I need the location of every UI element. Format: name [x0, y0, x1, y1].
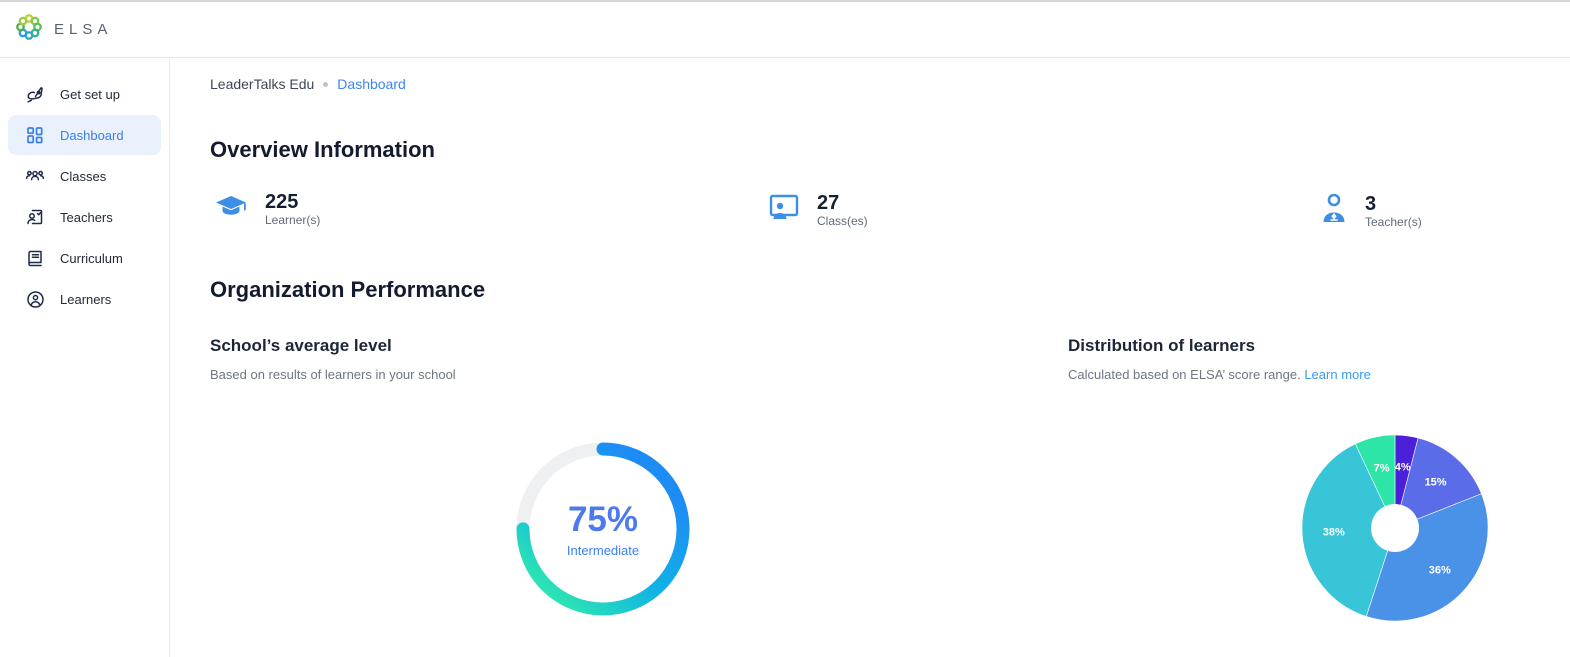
main-content: LeaderTalks Edu Dashboard Overview Infor… — [171, 59, 1570, 657]
stat-label: Learner(s) — [265, 213, 321, 227]
teacher-person-icon — [1319, 191, 1349, 230]
learn-more-link[interactable]: Learn more — [1304, 367, 1371, 382]
sidebar-item-teachers[interactable]: Teachers — [8, 197, 161, 237]
average-level-percent: 75% — [567, 499, 639, 539]
person-circle-icon — [24, 288, 46, 310]
stat-learners: 225 Learner(s) — [213, 191, 320, 227]
average-level-progress-arc — [516, 442, 690, 616]
sidebar-item-curriculum[interactable]: Curriculum — [8, 238, 161, 278]
sidebar-item-dashboard[interactable]: Dashboard — [8, 115, 161, 155]
sidebar-item-label: Teachers — [60, 209, 113, 225]
distribution-pie-slices: 4% 15% 36% 38% 7% — [1301, 434, 1489, 622]
donut-center-labels: 75% Intermediate — [508, 434, 698, 624]
teacher-card-icon — [24, 206, 46, 228]
stat-label: Teacher(s) — [1365, 214, 1422, 229]
pie-slice — [1365, 493, 1489, 622]
average-level-donut-chart: 75% Intermediate — [508, 434, 698, 624]
pie-slice — [1355, 434, 1396, 529]
logo-text: ELSA — [54, 21, 113, 38]
sidebar-item-get-set-up[interactable]: Get set up — [8, 74, 161, 114]
sidebar-item-label: Get set up — [60, 86, 120, 102]
people-group-icon — [24, 165, 46, 187]
pie-slice — [1301, 443, 1396, 617]
distribution-title: Distribution of learners — [1068, 336, 1256, 355]
pie-center-hole — [1371, 504, 1419, 552]
elsa-logo[interactable]: ELSA — [14, 12, 112, 47]
average-level-subtitle: Based on results of learners in your sch… — [210, 367, 456, 382]
distribution-subtitle: Calculated based on ELSA’ score range. L… — [1068, 367, 1371, 382]
rocket-icon — [24, 83, 46, 105]
top-header: ELSA — [0, 2, 1570, 58]
sidebar-item-learners[interactable]: Learners — [8, 279, 161, 319]
graduation-cap-icon — [213, 192, 249, 227]
book-icon — [24, 247, 46, 269]
breadcrumb-separator-dot — [323, 81, 329, 87]
sidebar-item-label: Learners — [60, 291, 112, 307]
elsa-flower-icon — [14, 12, 44, 47]
stat-label: Class(es) — [817, 213, 868, 228]
breadcrumb-current[interactable]: Dashboard — [337, 76, 406, 92]
pie-slice-label: 36% — [1429, 565, 1451, 577]
distribution-subtitle-text: Calculated based on ELSA’ score range. — [1068, 367, 1301, 382]
pie-slice-label: 15% — [1425, 476, 1447, 488]
breadcrumb: LeaderTalks Edu Dashboard — [210, 76, 406, 92]
pie-slice-label: 7% — [1374, 463, 1390, 475]
sidebar-item-label: Curriculum — [60, 250, 123, 266]
average-level-name: Intermediate — [566, 542, 640, 558]
average-level-title: School’s average level — [210, 336, 392, 355]
window-top-edge — [0, 0, 1570, 2]
sidebar-item-label: Classes — [60, 168, 107, 184]
pie-slice-label: 4% — [1395, 462, 1411, 474]
stat-teachers: 3 Teacher(s) — [1319, 191, 1422, 230]
sidebar-item-classes[interactable]: Classes — [8, 156, 161, 196]
stat-classes: 27 Class(es) — [767, 191, 868, 228]
sidebar: Get set up Dashboard Classes — [0, 59, 170, 657]
breadcrumb-org[interactable]: LeaderTalks Edu — [210, 76, 315, 92]
sidebar-item-label: Dashboard — [60, 127, 124, 143]
classroom-screen-icon — [767, 191, 801, 228]
pie-slice-label: 38% — [1323, 526, 1345, 538]
pie-slice — [1394, 437, 1482, 529]
overview-title: Overview Information — [210, 137, 435, 162]
stat-value: 27 — [817, 191, 840, 214]
stat-value: 3 — [1365, 192, 1377, 215]
dashboard-grid-icon — [24, 124, 46, 146]
performance-title: Organization Performance — [210, 277, 486, 302]
distribution-pie-chart: 4% 15% 36% 38% 7% — [1299, 432, 1491, 624]
stat-value: 225 — [265, 191, 299, 213]
